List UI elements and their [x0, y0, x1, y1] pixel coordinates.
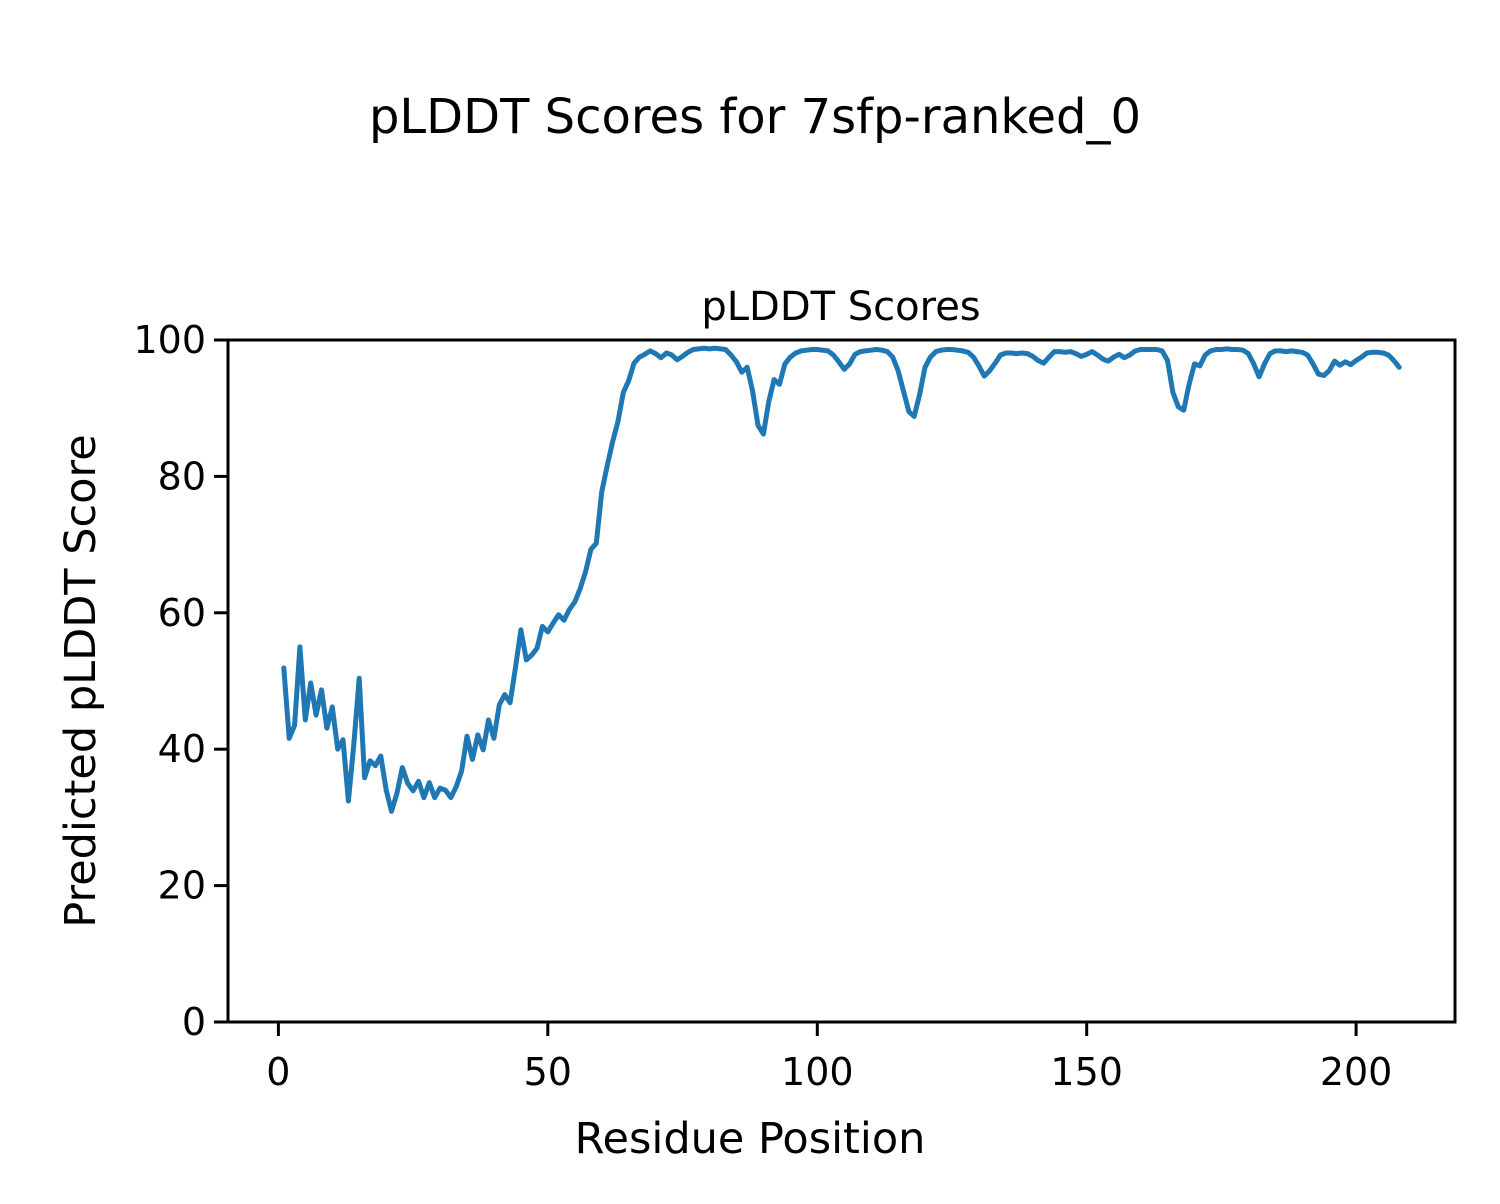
y-tick-label: 0	[182, 1000, 206, 1044]
y-tick-label: 40	[158, 727, 206, 771]
x-axis-label: Residue Position	[575, 1114, 926, 1164]
axes-title: pLDDT Scores	[701, 284, 980, 330]
x-axis-ticks: 0 50 100 150 200	[266, 1023, 1393, 1094]
y-tick-label: 100	[133, 318, 206, 362]
x-tick-label: 0	[266, 1050, 290, 1094]
x-tick-label: 50	[524, 1050, 572, 1094]
y-tick-label: 80	[158, 454, 206, 498]
x-tick-label: 100	[781, 1050, 854, 1094]
y-tick-label: 20	[158, 864, 206, 908]
figure-title: pLDDT Scores for 7sfp-ranked_0	[369, 89, 1141, 145]
y-axis-label: Predicted pLDDT Score	[56, 434, 106, 927]
plot-area	[226, 338, 1457, 1024]
y-axis-ticks: 0 20 40 60 80 100	[133, 318, 227, 1044]
y-tick-label: 60	[158, 591, 206, 635]
x-tick-label: 200	[1320, 1050, 1393, 1094]
x-tick-label: 150	[1050, 1050, 1123, 1094]
plddt-line	[281, 345, 1402, 814]
